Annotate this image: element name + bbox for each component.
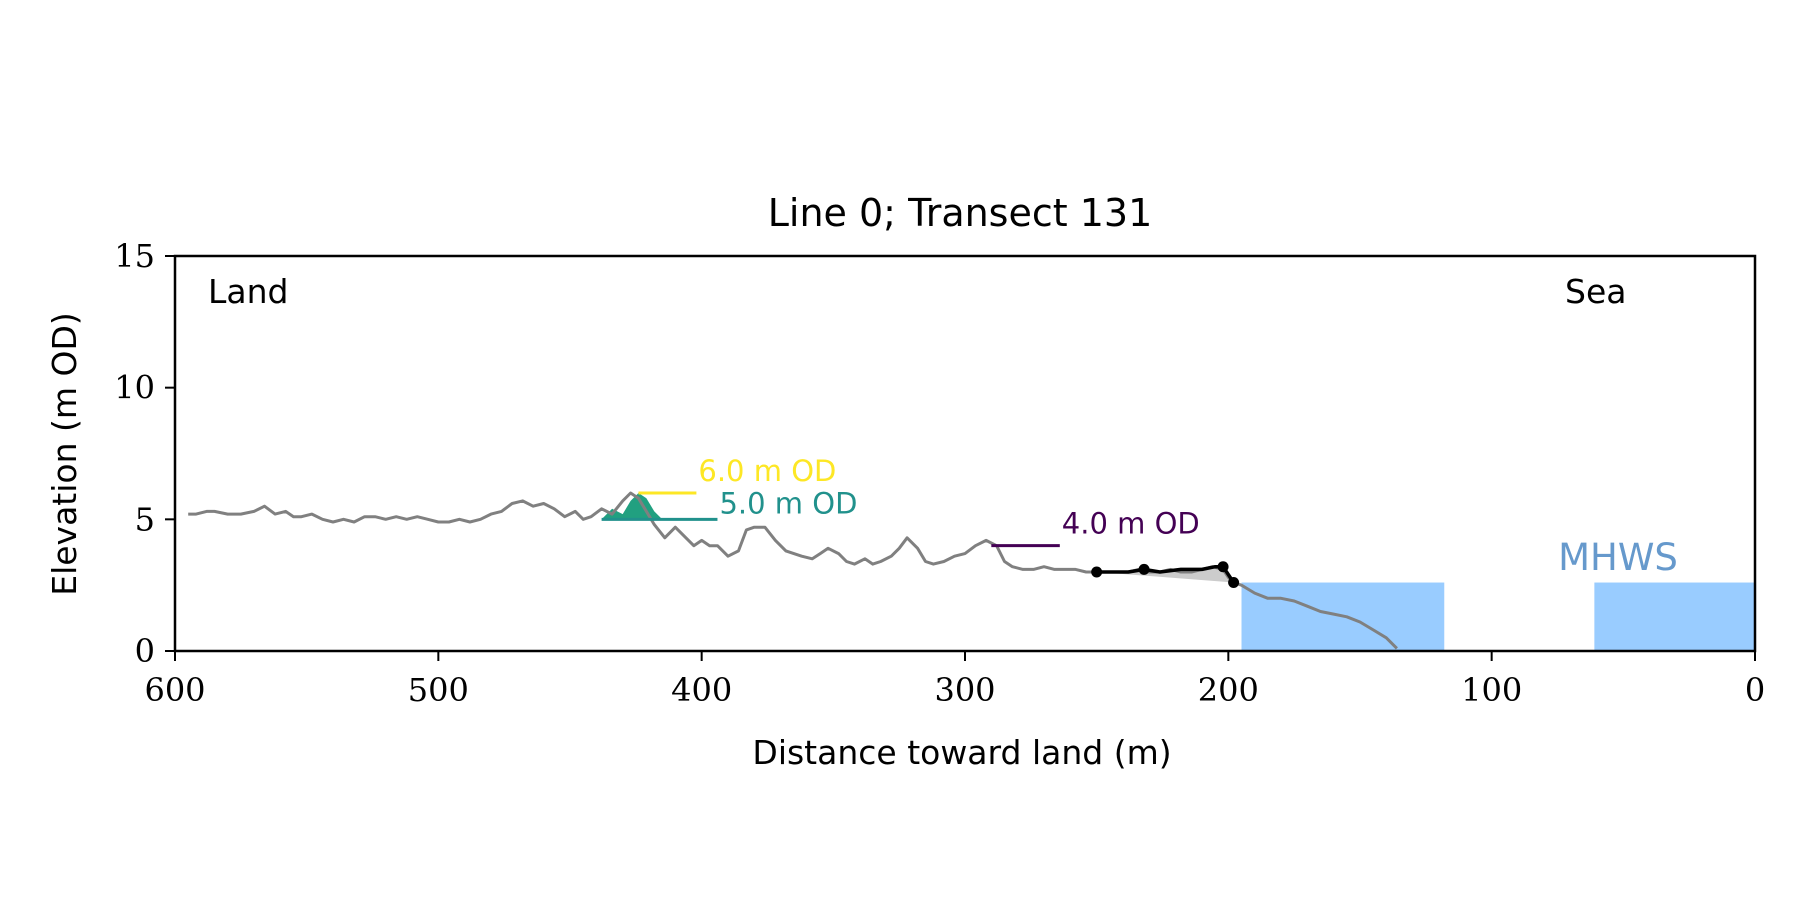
x-tick-label-0: 0	[1745, 671, 1765, 709]
y-tick-label-5: 5	[135, 500, 155, 538]
highlight-marker-2	[1138, 563, 1150, 575]
y-tick-label-10: 10	[114, 369, 155, 407]
highlight-marker-1	[1091, 566, 1103, 578]
land-label: Land	[208, 272, 288, 311]
highlight-marker-4	[1228, 577, 1240, 589]
mhws-area-2	[1594, 582, 1755, 651]
x-tick-label-100: 100	[1461, 671, 1522, 709]
level-label-2: 5.0 m OD	[719, 486, 857, 520]
sea-label: Sea	[1565, 272, 1626, 311]
x-tick-label-200: 200	[1198, 671, 1259, 709]
tick-layer: 600 500 400 300 200 100 0 0 5 10 15	[114, 237, 1765, 709]
highlight-layer	[1091, 561, 1240, 589]
highlight-marker-3	[1217, 561, 1229, 573]
chart-title: Line 0; Transect 131	[768, 191, 1153, 235]
y-tick-label-0: 0	[135, 632, 155, 670]
x-tick-label-500: 500	[408, 671, 469, 709]
mhws-label: MHWS	[1558, 536, 1678, 579]
x-tick-label-400: 400	[671, 671, 732, 709]
x-tick-label-600: 600	[144, 671, 205, 709]
x-tick-label-300: 300	[934, 671, 995, 709]
y-tick-label-15: 15	[114, 237, 155, 275]
y-axis-label: Elevation (m OD)	[45, 312, 84, 596]
level-layer: 6.0 m OD5.0 m OD 4.0 m OD	[601, 454, 1200, 548]
level-label-1: 6.0 m OD	[698, 454, 836, 488]
level-label-3: 4.0 m OD	[1062, 507, 1200, 541]
x-axis-label: Distance toward land (m)	[752, 733, 1171, 772]
